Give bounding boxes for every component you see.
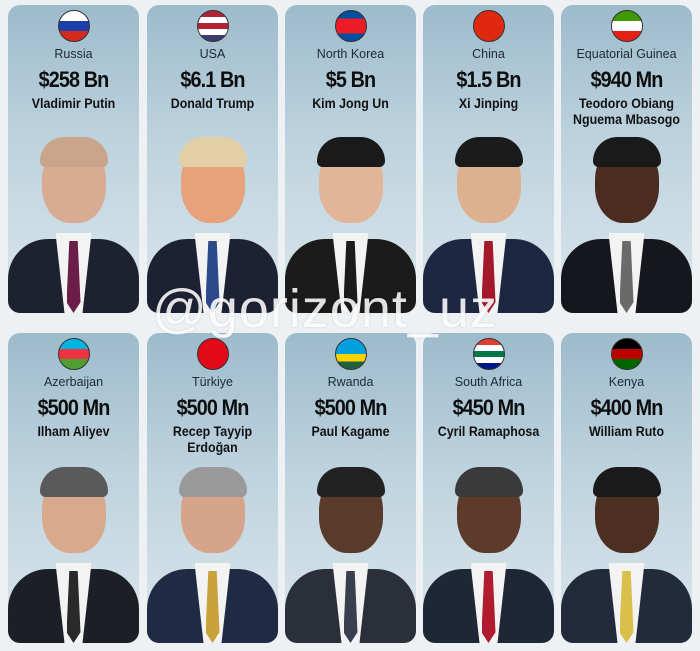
leader-portrait [423, 465, 554, 643]
hair [592, 137, 661, 167]
flag-icon [57, 338, 90, 370]
tie [481, 241, 496, 313]
leader-portrait [285, 135, 416, 313]
country-label: South Africa [454, 375, 523, 389]
wealth-amount: $258 Bn [38, 67, 110, 92]
tie [619, 571, 634, 643]
country-label: USA [199, 47, 226, 61]
wealth-amount: $500 Mn [176, 395, 250, 420]
flag-icon [472, 338, 505, 370]
leader-card: Equatorial Guinea $940 Mn Teodoro Obiang… [561, 5, 692, 313]
wealth-amount: $500 Mn [37, 395, 111, 420]
leader-name: Teodoro Obiang Nguema Mbasogo [573, 96, 680, 127]
country-label: Russia [54, 47, 93, 61]
leader-portrait [561, 135, 692, 313]
flag-icon [610, 10, 643, 42]
hair [316, 467, 385, 497]
leader-portrait [147, 465, 278, 643]
hair [592, 467, 661, 497]
leader-card: North Korea $5 Bn Kim Jong Un [285, 5, 416, 313]
wealth-amount: $450 Mn [452, 395, 526, 420]
leader-portrait [147, 135, 278, 313]
leader-name: Vladimir Putin [31, 96, 116, 111]
leader-name: Recep Tayyip Erdoğan [172, 424, 253, 455]
country-label: North Korea [316, 47, 385, 61]
wealth-amount: $6.1 Bn [180, 67, 245, 92]
hair [178, 137, 247, 167]
leader-card: Rwanda $500 Mn Paul Kagame [285, 333, 416, 643]
hair [454, 467, 523, 497]
tie [619, 241, 634, 313]
country-label: Türkiye [192, 375, 233, 389]
leader-card: Azerbaijan $500 Mn Ilham Aliyev [8, 333, 139, 643]
leader-card: USA $6.1 Bn Donald Trump [147, 5, 278, 313]
leader-name: Cyril Ramaphosa [437, 424, 540, 439]
flag-icon [610, 338, 643, 370]
leader-name: Paul Kagame [311, 424, 390, 439]
wealth-amount: $400 Mn [590, 395, 664, 420]
leader-portrait [561, 465, 692, 643]
tie [66, 571, 81, 643]
leader-card: China $1.5 Bn Xi Jinping [423, 5, 554, 313]
country-label: Equatorial Guinea [576, 47, 677, 61]
hair [39, 137, 108, 167]
flag-icon [472, 10, 505, 42]
leader-portrait [8, 135, 139, 313]
tie [205, 571, 220, 643]
tie [481, 571, 496, 643]
wealth-amount: $500 Mn [314, 395, 388, 420]
hair [39, 467, 108, 497]
flag-icon [196, 338, 229, 370]
leader-portrait [285, 465, 416, 643]
leader-card: Russia $258 Bn Vladimir Putin [8, 5, 139, 313]
country-label: Azerbaijan [43, 375, 104, 389]
country-label: China [472, 47, 505, 61]
leader-name: Ilham Aliyev [37, 424, 110, 439]
flag-icon [334, 338, 367, 370]
flag-icon [57, 10, 90, 42]
wealth-amount: $1.5 Bn [456, 67, 521, 92]
hair [454, 137, 523, 167]
wealth-amount: $5 Bn [325, 67, 376, 92]
leader-card: South Africa $450 Mn Cyril Ramaphosa [423, 333, 554, 643]
leader-name: William Ruto [588, 424, 665, 439]
leader-card: Türkiye $500 Mn Recep Tayyip Erdoğan [147, 333, 278, 643]
tie [343, 571, 358, 643]
flag-icon [334, 10, 367, 42]
flag-icon [196, 10, 229, 42]
country-label: Rwanda [327, 375, 374, 389]
leader-portrait [8, 465, 139, 643]
leader-card: Kenya $400 Mn William Ruto [561, 333, 692, 643]
tie [66, 241, 81, 313]
leader-name: Xi Jinping [458, 96, 519, 111]
wealth-amount: $940 Mn [590, 67, 664, 92]
country-label: Kenya [608, 375, 645, 389]
tie [205, 241, 220, 313]
tie [343, 241, 358, 313]
leader-portrait [423, 135, 554, 313]
leader-name: Donald Trump [170, 96, 255, 111]
leader-name: Kim Jong Un [312, 96, 389, 111]
hair [178, 467, 247, 497]
hair [316, 137, 385, 167]
